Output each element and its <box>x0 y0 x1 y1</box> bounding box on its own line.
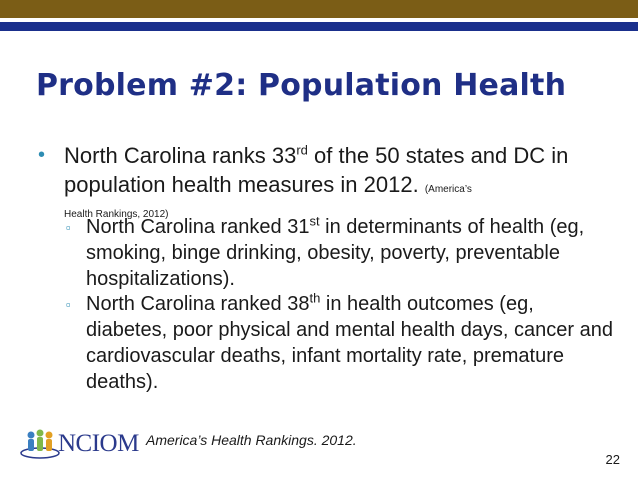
slide-title: Problem #2: Population Health <box>36 68 567 103</box>
bullet-dot-icon: • <box>38 144 46 166</box>
bullet-main-text: North Carolina ranks 33rd of the 50 stat… <box>64 142 569 197</box>
sub-bullet-2: ▫ North Carolina ranked 38th in health o… <box>66 291 616 395</box>
footer-citation: America’s Health Rankings. 2012. <box>146 432 357 448</box>
inline-citation-cont: Health Rankings, 2012) <box>64 209 169 220</box>
nciom-logo: NCIOM <box>20 427 139 461</box>
sub-bullet-2-text: North Carolina ranked 38th in health out… <box>86 290 614 393</box>
sub-bullet-1: ▫ North Carolina ranked 31st in determin… <box>66 214 616 292</box>
sub-bullet-1-text: North Carolina ranked 31st in determinan… <box>86 213 585 290</box>
blue-rule <box>0 22 638 31</box>
square-bullet-icon: ▫ <box>66 220 71 235</box>
bullet-main: • North Carolina ranks 33rd of the 50 st… <box>38 141 618 222</box>
square-bullet-icon: ▫ <box>66 297 71 312</box>
people-icon <box>20 429 60 459</box>
top-decorative-bar <box>0 0 638 18</box>
inline-citation: (America’s <box>424 184 472 195</box>
page-number: 22 <box>605 452 620 467</box>
logo-wordmark: NCIOM <box>58 430 139 457</box>
